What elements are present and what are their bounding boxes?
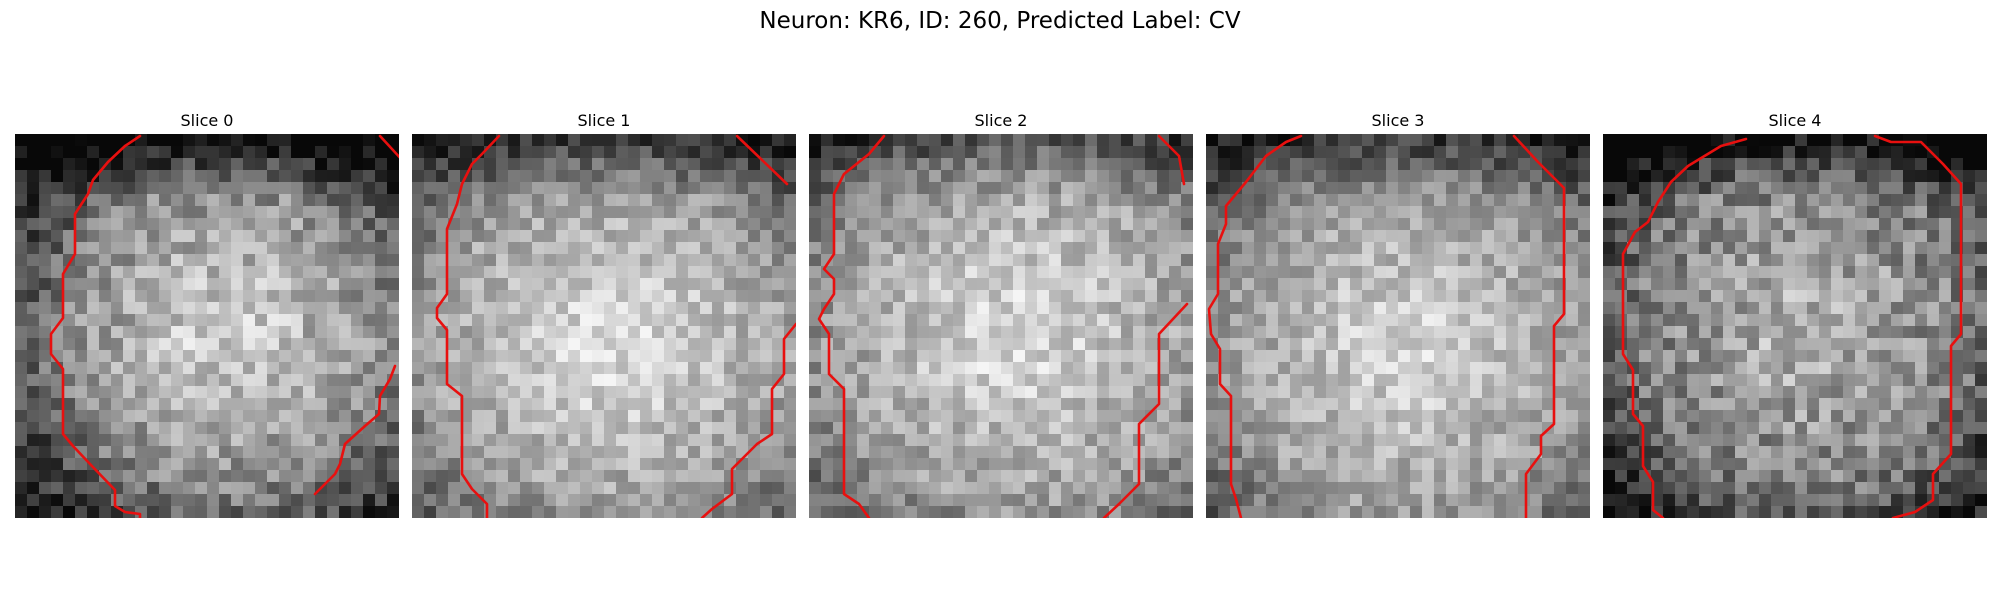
contour-line-2 [1102, 302, 1189, 518]
slice-panel-0: Slice 0 [15, 108, 399, 518]
slice-image-2 [809, 134, 1193, 518]
pixel-grid [809, 134, 1193, 518]
slice-panel-2: Slice 2 [809, 108, 1193, 518]
slice-title-2: Slice 2 [974, 111, 1028, 130]
figure-title: Neuron: KR6, ID: 260, Predicted Label: C… [759, 8, 1241, 34]
contour-line-1 [1873, 134, 1963, 518]
contour-line-0 [49, 134, 142, 518]
slice-title-0: Slice 0 [180, 111, 234, 130]
pixel-grid [1206, 134, 1590, 518]
slice-panel-1: Slice 1 [412, 108, 796, 518]
slice-image-1 [412, 134, 796, 518]
contour-line-1 [378, 134, 399, 159]
contour-line-2 [313, 364, 397, 496]
pixel-grid [15, 134, 399, 518]
contour-line-0 [1621, 137, 1748, 518]
pixel-grid [412, 134, 796, 518]
slice-image-4 [1603, 134, 1987, 518]
slice-title-4: Slice 4 [1768, 111, 1822, 130]
contour-line-2 [700, 322, 796, 518]
pixel-grid [1603, 134, 1987, 518]
slice-panel-3: Slice 3 [1206, 108, 1590, 518]
contour-line-1 [1512, 134, 1566, 518]
contour-line-1 [1157, 134, 1186, 186]
contour-line-0 [1207, 134, 1303, 518]
slice-panel-4: Slice 4 [1603, 108, 1987, 518]
slice-image-3 [1206, 134, 1590, 518]
slice-title-3: Slice 3 [1371, 111, 1425, 130]
contour-line-0 [435, 134, 501, 518]
contour-line-0 [817, 134, 886, 518]
contour-line-1 [735, 134, 789, 186]
slice-title-1: Slice 1 [577, 111, 631, 130]
slice-image-0 [15, 134, 399, 518]
